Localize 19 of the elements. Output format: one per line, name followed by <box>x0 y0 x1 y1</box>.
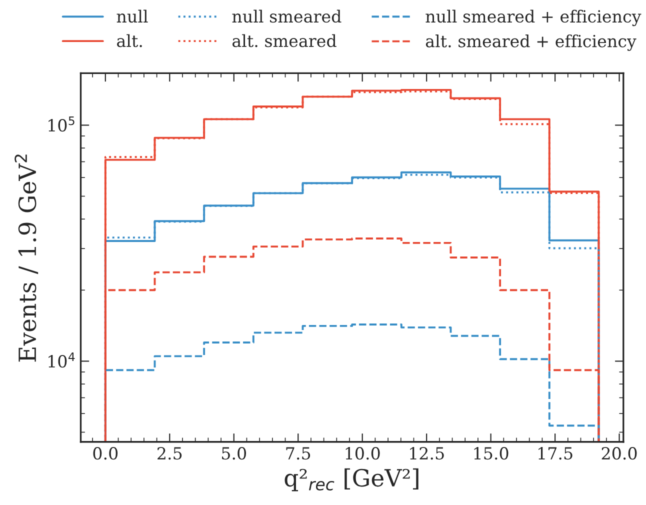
x-tick-label: 5.0 <box>222 447 246 460</box>
x-tick-label: 7.5 <box>286 447 310 460</box>
legend-label: alt. smeared <box>232 34 336 48</box>
legend-label: null <box>116 10 148 23</box>
x-axis-title: q²$_{rec}$ [GeV²] <box>284 468 418 492</box>
y-tick-label: 10$^{5}$ <box>48 116 74 132</box>
x-tick-label: 10.0 <box>346 447 380 460</box>
y-axis-title: Events / 1.9 GeV$^{2}$ <box>14 154 38 362</box>
legend-label: null smeared <box>232 10 342 23</box>
legend-label: alt. smeared + efficiency <box>426 34 636 51</box>
x-tick-label: 2.5 <box>158 447 182 460</box>
x-tick-label: 17.5 <box>538 447 572 460</box>
x-tick-label: 0.0 <box>93 447 118 460</box>
x-tick-label: 20.0 <box>602 447 637 460</box>
legend-label: null smeared + efficiency <box>426 10 642 26</box>
x-tick-label: 15.0 <box>474 447 508 460</box>
legend-label: alt. <box>117 34 142 48</box>
y-tick-label: 10$^{4}$ <box>48 352 75 368</box>
x-tick-label: 12.5 <box>410 447 444 460</box>
